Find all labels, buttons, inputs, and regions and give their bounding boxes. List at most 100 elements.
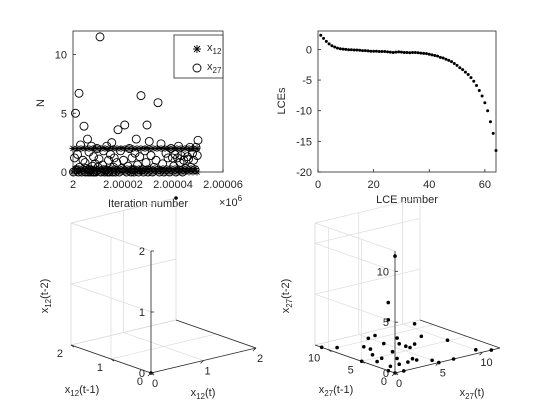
lce-chart-axes bbox=[317, 30, 497, 173]
emb27-zlabel: x27(t-2) bbox=[280, 279, 294, 314]
emb12-ytick-label: 1 bbox=[97, 362, 103, 374]
emb12-ztick-label: 2 bbox=[139, 246, 145, 258]
x27-point bbox=[117, 164, 127, 173]
emb27-point bbox=[404, 344, 408, 349]
lce-ylabel: LCEs bbox=[276, 87, 288, 114]
x12-star-stroke bbox=[146, 145, 152, 152]
lce-point bbox=[427, 52, 431, 56]
emb27-point bbox=[386, 300, 391, 305]
lce-point bbox=[433, 54, 437, 58]
x27-point bbox=[148, 167, 157, 177]
lce-point bbox=[480, 94, 484, 98]
lce-point bbox=[475, 84, 479, 88]
x27-point bbox=[131, 134, 141, 144]
lce-point bbox=[408, 51, 412, 55]
lce-ytick-label: -5 bbox=[302, 75, 312, 87]
x27-point bbox=[139, 167, 148, 177]
x12-star-stroke bbox=[182, 145, 188, 152]
lce-point bbox=[411, 50, 415, 54]
x27-point bbox=[109, 153, 119, 163]
lce-point bbox=[374, 49, 378, 53]
x27-point bbox=[165, 167, 174, 177]
lce-point bbox=[366, 49, 370, 53]
lce-xtick-label: 0 bbox=[315, 179, 321, 191]
emb27-ztick-label: 5 bbox=[383, 317, 389, 329]
x27-point bbox=[108, 167, 117, 177]
lce-point bbox=[491, 131, 495, 135]
x27-point bbox=[163, 153, 173, 163]
lce-point bbox=[319, 33, 323, 37]
x27-point bbox=[146, 151, 156, 161]
x12-point bbox=[189, 145, 197, 152]
x12-star-stroke bbox=[102, 145, 108, 152]
emb12-grid-line bbox=[70, 283, 152, 313]
lce-point bbox=[355, 48, 359, 52]
emb27-point bbox=[366, 336, 371, 341]
legend-x27-marker bbox=[192, 63, 202, 73]
x27-point bbox=[144, 136, 154, 146]
x27-point bbox=[79, 121, 89, 131]
emb27-point bbox=[379, 356, 384, 361]
emb27-grid-line bbox=[314, 293, 396, 323]
emb27-xtick bbox=[391, 372, 396, 377]
emb12-point bbox=[174, 196, 178, 200]
emb12-ylabel: x12(t-1) bbox=[65, 384, 100, 398]
emb12-grid-line bbox=[110, 333, 217, 360]
lce-ytick-label: -20 bbox=[296, 167, 312, 179]
lce-point bbox=[333, 45, 337, 49]
emb27-point bbox=[412, 322, 417, 326]
lce-point bbox=[441, 56, 445, 60]
emb27-point bbox=[335, 345, 339, 350]
x27-point bbox=[161, 148, 171, 158]
x27-point bbox=[76, 140, 85, 150]
lce-point bbox=[472, 79, 476, 83]
emb27-point bbox=[410, 356, 415, 361]
lce-point bbox=[344, 47, 348, 51]
lce-point bbox=[380, 50, 384, 54]
x27-point bbox=[104, 155, 113, 165]
lce-point bbox=[405, 50, 409, 54]
lce-point bbox=[413, 50, 417, 54]
lce-chart: 0 20 40 60 0 -5 -10 -15 -20 LCE number LCEs bbox=[276, 30, 498, 206]
lce-point bbox=[338, 47, 342, 51]
x12-star-stroke bbox=[122, 145, 128, 152]
emb12-x-edge bbox=[175, 319, 257, 349]
emb27-point bbox=[430, 358, 434, 363]
legend-x12-marker bbox=[193, 45, 201, 53]
x27-point bbox=[143, 167, 153, 177]
x27-point bbox=[99, 146, 108, 156]
x27-point bbox=[149, 162, 159, 172]
lce-point bbox=[402, 50, 406, 54]
lce-point bbox=[419, 51, 423, 55]
emb27-ytick bbox=[361, 361, 365, 364]
x12-star-stroke bbox=[130, 145, 136, 152]
x27-point bbox=[74, 88, 84, 98]
emb27-point bbox=[375, 359, 379, 364]
x27-point bbox=[80, 158, 90, 168]
emb27-back-edge bbox=[314, 197, 421, 224]
x27-point bbox=[171, 167, 181, 177]
x27-point bbox=[95, 32, 105, 42]
x27-point bbox=[153, 98, 163, 108]
emb27-point bbox=[388, 364, 393, 369]
emb12-ytick-label: 2 bbox=[57, 348, 63, 360]
lce-point bbox=[322, 36, 326, 40]
embedding-x12-chart: 0 1 2 0 1 2 0 1 2 x12(t) x12(t-1) x12(t-2) bbox=[39, 196, 263, 401]
x27-point bbox=[119, 155, 128, 165]
lce-xtick-label: 60 bbox=[479, 179, 491, 191]
lce-point bbox=[397, 50, 401, 54]
iteration-ytick-label: 0 bbox=[61, 167, 67, 179]
x27-point bbox=[75, 162, 84, 172]
lce-point bbox=[349, 48, 353, 52]
emb12-ytick bbox=[110, 358, 115, 362]
lce-xtick-label: 20 bbox=[368, 179, 380, 191]
emb27-point bbox=[474, 348, 478, 352]
iteration-chart: 2 2.00002 2.00004 2.00006 0 5 10 Iteration num… bbox=[35, 30, 243, 210]
emb27-point bbox=[408, 345, 412, 350]
lce-point bbox=[444, 57, 448, 61]
x27-point bbox=[129, 167, 139, 177]
lce-point bbox=[430, 53, 434, 57]
emb27-point bbox=[397, 342, 402, 346]
x27-point bbox=[87, 141, 96, 151]
emb27-ylabel: x27(t-1) bbox=[319, 384, 354, 398]
